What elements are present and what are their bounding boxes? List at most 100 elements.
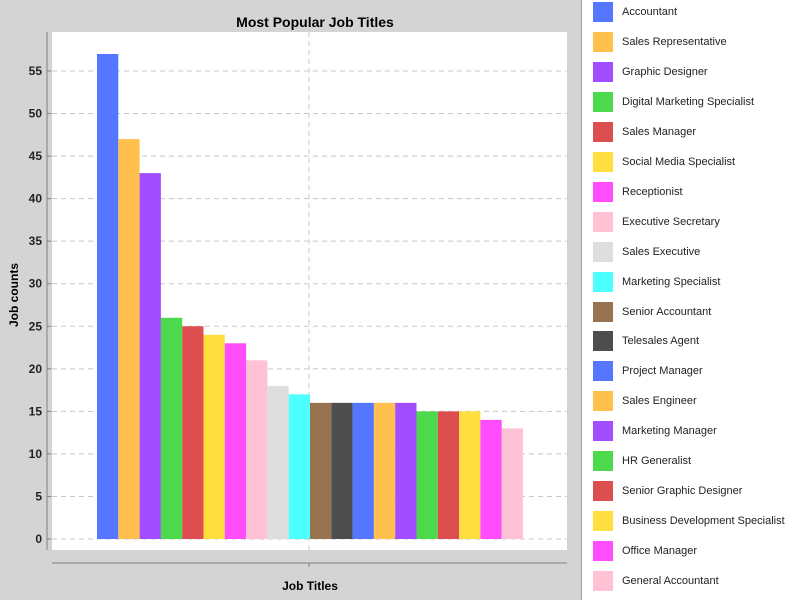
legend-label: Senior Graphic Designer <box>622 485 743 498</box>
legend-swatch <box>593 271 613 292</box>
bar-project-manager <box>352 402 374 539</box>
bar-executive-secretary <box>246 360 268 539</box>
bar-telesales-agent <box>331 402 353 539</box>
y-tick-label: 10 <box>29 447 43 461</box>
legend-item: Sales Manager <box>593 121 696 142</box>
legend-item: Sales Executive <box>593 241 701 262</box>
legend-swatch <box>593 181 613 202</box>
legend-label: Accountant <box>622 6 678 18</box>
legend-label: Sales Representative <box>622 35 727 48</box>
y-tick-label: 45 <box>29 149 43 163</box>
legend-swatch <box>593 31 613 52</box>
legend-swatch <box>593 541 613 562</box>
legend-label: Graphic Designer <box>622 65 708 78</box>
legend-swatch <box>593 391 613 412</box>
legend-item: Sales Representative <box>593 31 727 52</box>
legend-label: Project Manager <box>622 365 703 378</box>
bar-business-development-specialist <box>459 411 481 539</box>
legend-label: Sales Manager <box>622 125 696 138</box>
legend-item: General Accountant <box>593 571 719 592</box>
y-tick-label: 0 <box>35 532 42 546</box>
bar-sales-executive <box>267 385 289 539</box>
y-tick-label: 35 <box>29 234 43 248</box>
legend-label: Digital Marketing Specialist <box>622 95 755 108</box>
legend-label: Marketing Specialist <box>622 275 721 288</box>
bar-marketing-manager <box>395 402 417 539</box>
legend-swatch <box>593 151 613 172</box>
legend-label: Receptionist <box>622 185 683 198</box>
bar-senior-graphic-designer <box>437 411 460 539</box>
chart-title: Most Popular Job Titles <box>236 14 394 30</box>
legend-swatch <box>593 571 613 592</box>
bar-graphic-designer <box>139 173 161 540</box>
legend-item: Receptionist <box>593 181 683 202</box>
legend-label: Sales Engineer <box>622 395 697 408</box>
legend-item: Social Media Specialist <box>593 151 736 172</box>
legend-swatch <box>593 421 613 442</box>
bar-receptionist <box>224 343 247 539</box>
legend-label: Business Development Specialist <box>622 515 785 528</box>
legend-swatch <box>593 451 613 472</box>
legend-swatch <box>593 481 613 502</box>
legend-item: Business Development Specialist <box>593 511 785 532</box>
legend-swatch <box>593 361 613 382</box>
y-axis-label: Job counts <box>7 263 21 327</box>
y-tick-label: 15 <box>29 404 43 418</box>
legend-label: Social Media Specialist <box>622 155 736 168</box>
chart-panel: 0 5 10 15 20 25 30 35 40 45 50 55 Most Popular Job … <box>7 14 567 593</box>
y-tick-label: 40 <box>29 192 43 206</box>
legend: Accountant Sales Representative Graphic De… <box>581 0 800 600</box>
legend-item: Accountant <box>593 2 677 22</box>
legend-label: Executive Secretary <box>622 215 720 228</box>
y-tick-label: 55 <box>29 64 43 78</box>
x-axis-label: Job Titles <box>282 579 338 593</box>
legend-swatch <box>593 331 613 352</box>
bar-office-manager <box>480 419 502 539</box>
legend-label: Sales Executive <box>622 245 701 258</box>
y-tick-label: 20 <box>29 362 43 376</box>
y-tick-label: 25 <box>29 319 43 333</box>
bar-sales-engineer <box>373 402 396 539</box>
legend-swatch <box>593 91 613 112</box>
bar-accountant <box>97 53 119 540</box>
legend-item: Marketing Manager <box>593 421 717 442</box>
legend-item: Digital Marketing Specialist <box>593 91 755 112</box>
legend-label: Telesales Agent <box>622 335 700 348</box>
bar-hr-generalist <box>416 411 438 539</box>
bar-senior-accountant <box>310 402 332 539</box>
y-tick-label: 30 <box>29 277 43 291</box>
bar-social-media-specialist <box>203 334 225 539</box>
legend-swatch <box>593 211 613 232</box>
y-tick-label: 5 <box>35 489 42 503</box>
legend-swatch <box>593 301 613 322</box>
legend-item: Project Manager <box>593 361 703 382</box>
bar-sales-manager <box>182 326 204 539</box>
legend-swatch <box>593 121 613 142</box>
legend-label: HR Generalist <box>622 455 692 468</box>
bar-digital-marketing-specialist <box>160 317 183 539</box>
legend-label: Marketing Manager <box>622 425 717 438</box>
legend-item: Office Manager <box>593 541 698 562</box>
legend-item: HR Generalist <box>593 451 692 472</box>
axes-layer: 0 5 10 15 20 25 30 35 40 45 50 55 <box>29 32 567 567</box>
legend-swatch <box>593 61 613 82</box>
legend-item: Senior Accountant <box>593 301 712 322</box>
legend-swatch <box>593 511 613 532</box>
legend-item: Marketing Specialist <box>593 271 721 292</box>
legend-item: Graphic Designer <box>593 61 708 82</box>
legend-label: Senior Accountant <box>622 305 712 318</box>
y-tick-label: 50 <box>29 107 43 121</box>
legend-item: Executive Secretary <box>593 211 720 232</box>
legend-label: Office Manager <box>622 545 698 558</box>
bar-chart: 0 5 10 15 20 25 30 35 40 45 50 55 Most Popular Job … <box>7 14 567 593</box>
legend-label: General Accountant <box>622 575 719 588</box>
legend-item: Telesales Agent <box>593 331 700 352</box>
bars-layer <box>97 53 523 540</box>
legend-item: Sales Engineer <box>593 391 697 412</box>
legend-swatch <box>593 241 613 262</box>
bar-marketing-specialist <box>288 394 310 539</box>
bar-general-accountant <box>501 428 523 539</box>
legend-swatch <box>593 2 613 22</box>
bar-sales-representative <box>118 139 140 539</box>
legend-item: Senior Graphic Designer <box>593 481 743 502</box>
